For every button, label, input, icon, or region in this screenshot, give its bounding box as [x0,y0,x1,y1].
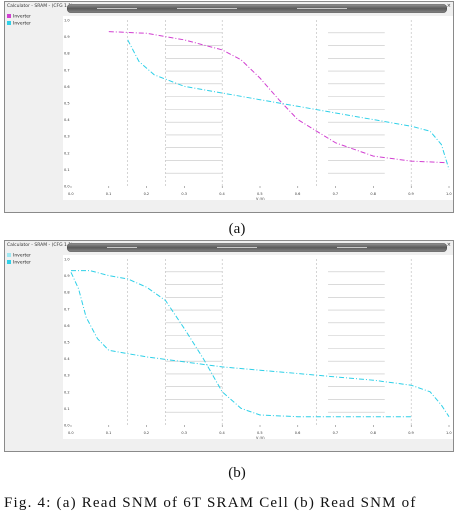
legend-item[interactable]: Inverter [7,259,31,267]
scrollbar-marker [97,8,137,9]
x-tick-label: 0.0 [68,431,74,435]
plot-window-a: Calculator - SRAM - (CFG 1.1) × Inverter… [4,1,454,213]
y-tick-label: 0.7 [64,307,70,311]
series-line-1 [70,272,450,417]
window-title: Calculator - SRAM - (CFG 1.1) [7,243,73,248]
x-tick-label: 0.7 [333,192,339,196]
x-tick-label: 0.1 [106,192,112,196]
x-tick-label: 0.3 [181,192,187,196]
legend-label: Inverter [13,21,31,26]
horizontal-scrollbar[interactable] [67,243,447,252]
y-tick-label: 0.1 [64,407,70,411]
x-tick-label: 0.6 [295,192,301,196]
legend-item[interactable]: Inverter [7,253,31,260]
legend-swatch-icon [7,253,11,257]
legend: Inverter Inverter [7,253,31,266]
plot-window-b: Calculator - SRAM - (CFG 1.1) × Inverter… [4,240,454,452]
legend-swatch-icon [7,20,11,25]
y-tick-label: 0.2 [64,390,70,394]
y-tick-label: 1.0 [64,258,70,262]
y-tick-label: 0.8 [64,52,70,56]
window-titlebar: Calculator - SRAM - (CFG 1.1) × [5,241,453,250]
legend-swatch-icon [7,14,11,18]
y-tick-label: 0.5 [64,341,70,345]
x-tick-label: 0.5 [257,192,263,196]
close-icon[interactable]: × [446,242,451,248]
x-tick-label: 0.1 [106,431,112,435]
window-title: Calculator - SRAM - (CFG 1.1) [7,4,73,9]
x-tick-label: 0.7 [333,431,339,435]
y-tick-label: 1.0 [64,19,70,23]
y-tick-label: 0.3 [64,135,70,139]
close-icon[interactable]: × [446,3,451,9]
x-tick-label: 0.5 [257,431,263,435]
x-tick-label: 0.8 [370,192,376,196]
y-tick-label: 0.4 [64,357,70,361]
series-line-0 [108,31,450,164]
y-tick-label: 0.1 [64,168,70,172]
y-tick-label: 0.3 [64,374,70,378]
subfigure-caption-b: (b) [228,465,246,481]
y-tick-label: 0.5 [64,102,70,106]
x-axis-label: V (V) [256,436,265,439]
x-tick-label: 0.9 [408,192,414,196]
y-tick-label: 0.8 [64,291,70,295]
y-tick-label: 0.0 [64,424,70,428]
y-tick-label: 0.6 [64,324,70,328]
horizontal-scrollbar[interactable] [67,4,447,13]
scrollbar-marker [107,247,137,248]
figure-caption: Fig. 4: (a) Read SNM of 6T SRAM Cell (b)… [4,495,417,511]
x-tick-label: 1.0 [446,431,452,435]
x-tick-label: 0.9 [408,431,414,435]
x-tick-label: 0.2 [144,431,150,435]
subfigure-caption-a: (a) [228,221,246,237]
legend-swatch-icon [7,259,11,264]
y-tick-label: 0.7 [64,68,70,72]
legend-label: Inverter [13,253,31,259]
chart-svg: 1.0 0.9 0.8 0.7 0.6 0.5 0.4 0.3 0.2 0.1 0.0 0.0 0.1 0… [64,258,452,440]
y-tick-label: 0.6 [64,85,70,89]
chart-svg: 1.0 0.9 0.8 0.7 0.6 0.5 0.4 0.3 0.2 0.1 0.0 0.0 0.1 0… [64,19,452,201]
scrollbar-marker [337,247,367,248]
series-line-0 [71,270,412,418]
y-tick-label: 0.0 [64,185,70,189]
y-tick-label: 0.9 [64,274,70,278]
x-tick-label: 0.8 [370,431,376,435]
y-tick-label: 0.4 [64,118,70,122]
x-tick-label: 0.6 [295,431,301,435]
x-tick-label: 0.4 [219,192,225,196]
x-axis-label: V (V) [256,197,265,200]
x-tick-label: 1.0 [446,192,452,196]
scrollbar-marker [297,8,347,9]
legend-label: Inverter [13,14,31,20]
x-tick-label: 0.0 [68,192,74,196]
y-tick-label: 0.2 [64,151,70,155]
plot-area[interactable]: 1.0 0.9 0.8 0.7 0.6 0.5 0.4 0.3 0.2 0.1 0.0 0.0 0.1 0… [63,255,453,439]
y-tick-label: 0.9 [64,35,70,39]
legend-item[interactable]: Inverter [7,20,31,28]
legend-label: Inverter [13,260,31,265]
x-tick-label: 0.2 [144,192,150,196]
series-line-1 [127,39,450,170]
legend: Inverter Inverter [7,14,31,27]
legend-item[interactable]: Inverter [7,14,31,21]
x-tick-label: 0.4 [219,431,225,435]
plot-area[interactable]: 1.0 0.9 0.8 0.7 0.6 0.5 0.4 0.3 0.2 0.1 0.0 0.0 0.1 0… [63,16,453,200]
scrollbar-marker [217,247,257,248]
x-tick-label: 0.3 [181,431,187,435]
window-titlebar: Calculator - SRAM - (CFG 1.1) × [5,2,453,11]
scrollbar-marker [177,8,237,9]
